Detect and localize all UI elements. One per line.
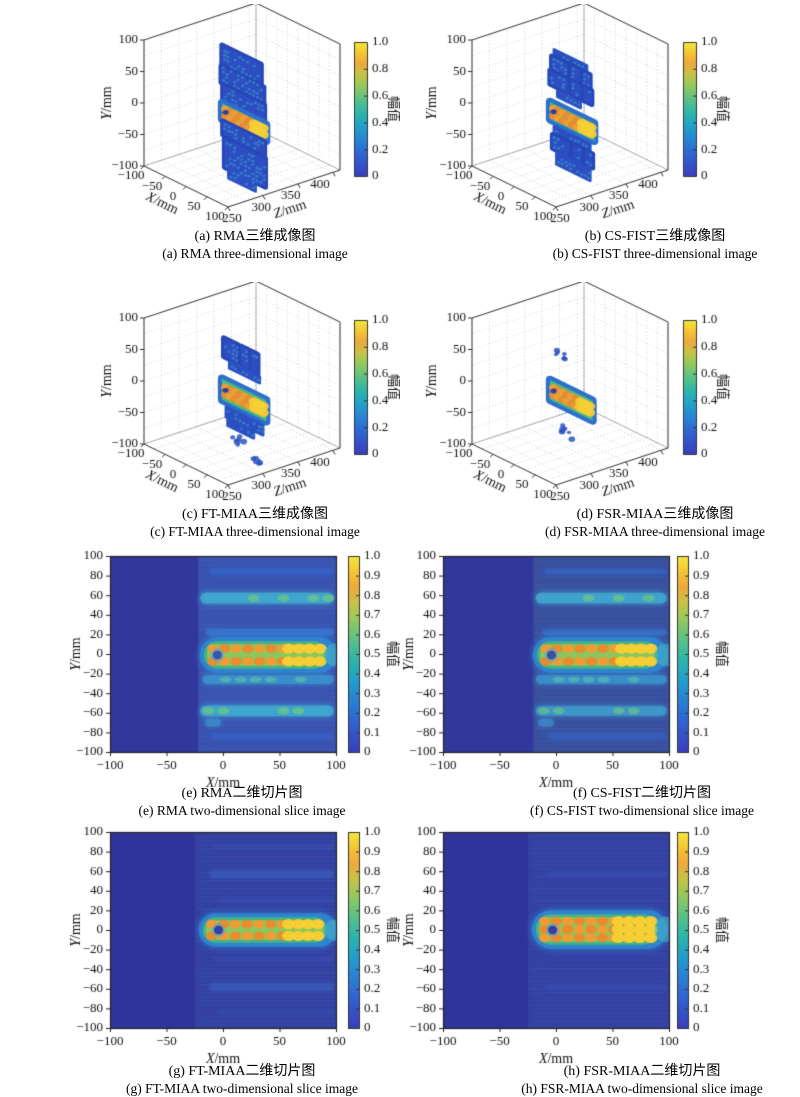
caption-zh-d: (d) FSR-MIAA三维成像图 — [576, 507, 734, 522]
caption-zh-f: (f) CS-FIST二维切片图 — [572, 786, 712, 801]
plot-canvas-c — [0, 282, 400, 504]
subplot-c: (c) FT-MIAA三维成像图 (c) FT-MIAA three-dimen… — [0, 278, 400, 542]
caption-zh-b: (b) CS-FIST三维成像图 — [584, 229, 726, 244]
caption-en-f: (f) CS-FIST two-dimensional slice image — [530, 803, 754, 818]
caption-en-a: (a) RMA three-dimensional image — [162, 246, 348, 261]
caption-zh-a: (a) RMA三维成像图 — [194, 229, 316, 244]
subplot-h: (h) FSR-MIAA二维切片图 (h) FSR-MIAA two-dimen… — [400, 818, 800, 1097]
caption-en-g: (g) FT-MIAA two-dimensional slice image — [126, 1081, 358, 1096]
caption-zh-g: (g) FT-MIAA二维切片图 — [168, 1064, 316, 1079]
caption-en-d: (d) FSR-MIAA three-dimensional image — [544, 524, 766, 539]
subplot-f: (f) CS-FIST二维切片图 (f) CS-FIST two-dimensi… — [400, 542, 800, 818]
caption-zh-h: (h) FSR-MIAA二维切片图 — [563, 1064, 721, 1079]
plot-canvas-e — [0, 550, 400, 790]
caption-zh-e: (e) RMA二维切片图 — [181, 786, 303, 801]
plot-canvas-d — [400, 282, 800, 504]
plot-canvas-a — [0, 4, 400, 226]
caption-en-e: (e) RMA two-dimensional slice image — [138, 803, 346, 818]
subplot-b: (b) CS-FIST三维成像图 (b) CS-FIST three-dimen… — [400, 0, 800, 278]
caption-zh-c: (c) FT-MIAA三维成像图 — [181, 507, 329, 522]
caption-en-b: (b) CS-FIST three-dimensional image — [552, 246, 758, 261]
plot-canvas-f — [400, 550, 800, 790]
subplot-a: (a) RMA三维成像图 (a) RMA three-dimensional i… — [0, 0, 400, 278]
plot-canvas-h — [400, 826, 800, 1066]
caption-en-h: (h) FSR-MIAA two-dimensional slice image — [521, 1081, 763, 1096]
caption-en-c: (c) FT-MIAA three-dimensional image — [150, 524, 360, 539]
plot-canvas-g — [0, 826, 400, 1066]
subplot-e: (e) RMA二维切片图 (e) RMA two-dimensional sli… — [0, 542, 400, 818]
subplot-d: (d) FSR-MIAA三维成像图 (d) FSR-MIAA three-dim… — [400, 278, 800, 542]
plot-canvas-b — [400, 4, 800, 226]
subplot-g: (g) FT-MIAA二维切片图 (g) FT-MIAA two-dimensi… — [0, 818, 400, 1097]
